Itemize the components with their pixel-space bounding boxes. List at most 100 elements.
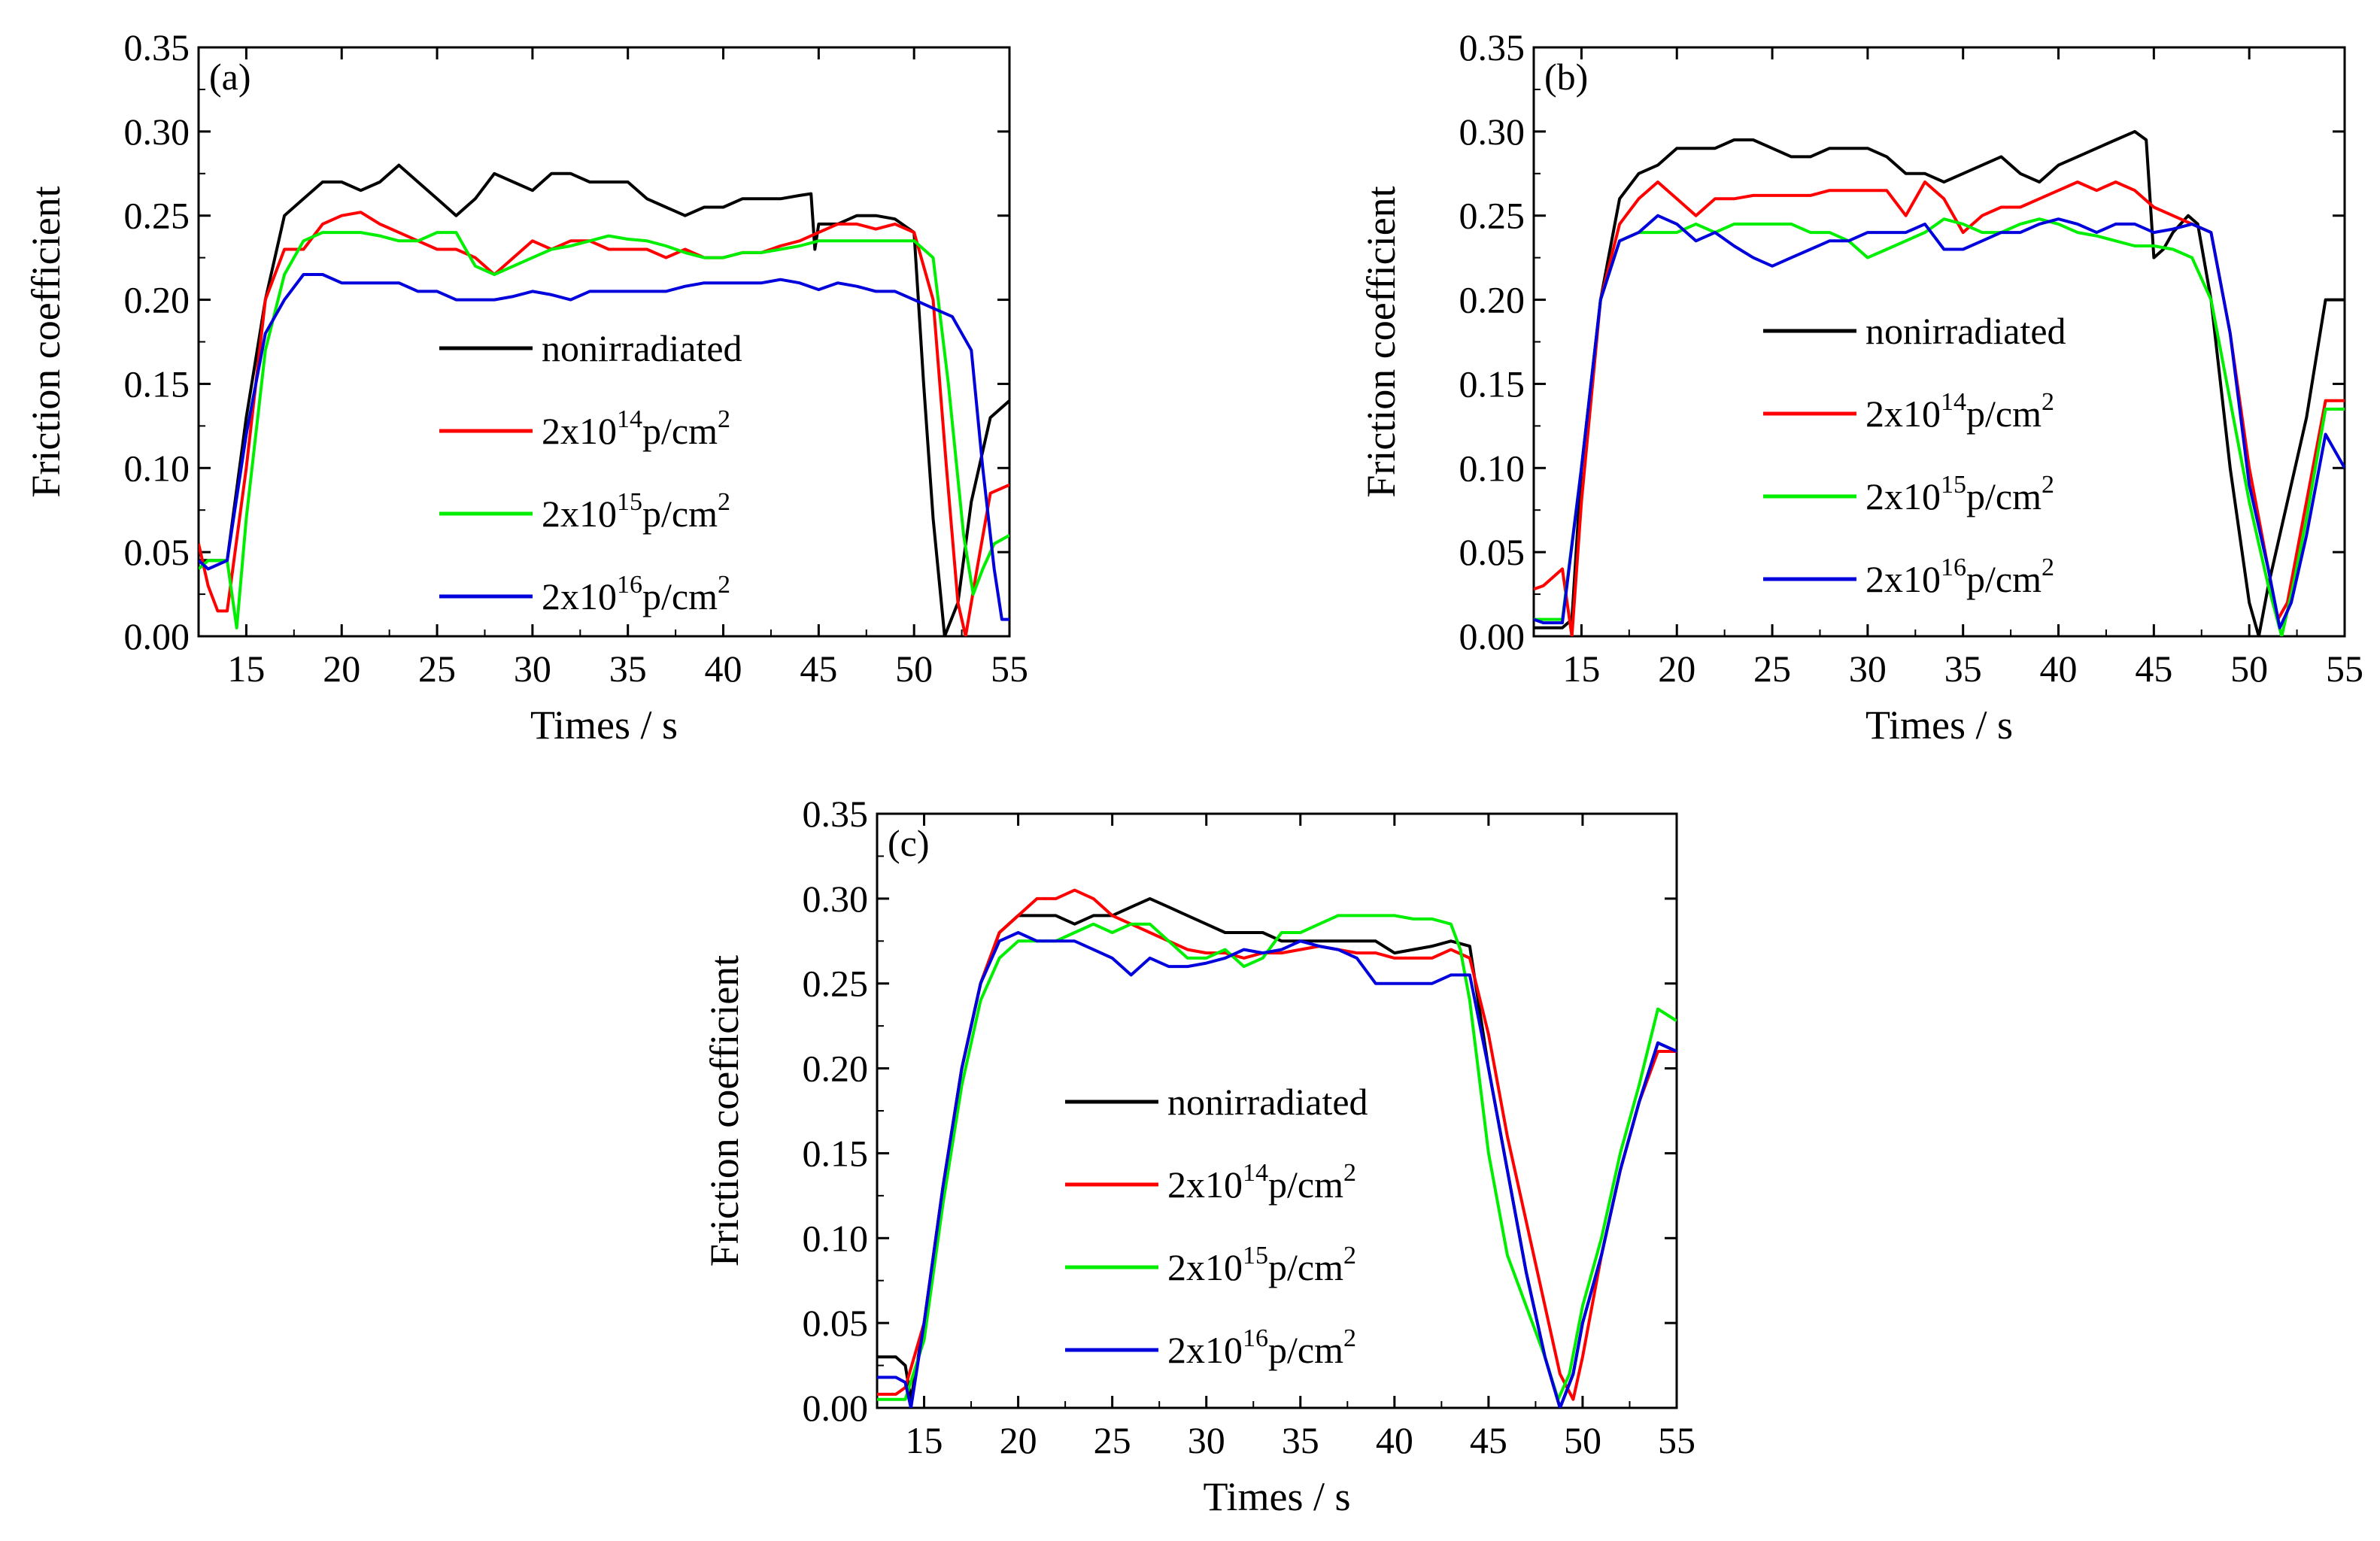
x-tick-label: 25	[1753, 648, 1791, 690]
panel-label: (a)	[209, 56, 251, 98]
legend-label-exponent: 15	[1941, 471, 1966, 499]
series-line-4	[199, 273, 1009, 621]
y-tick-label: 0.25	[803, 963, 869, 1005]
y-tick-label: 0.10	[1459, 447, 1525, 489]
legend-label: 2x1016p/cm2	[1167, 1324, 1356, 1371]
y-tick-label: 0.05	[1459, 531, 1525, 573]
y-tick-label: 0.15	[803, 1132, 869, 1174]
legend-label-unit: p/cm	[642, 493, 718, 535]
legend-label-unit: p/cm	[1966, 475, 2042, 517]
series-group	[877, 888, 1677, 1408]
legend-label-base: 2x10	[1167, 1163, 1243, 1206]
x-tick-label: 45	[1470, 1419, 1507, 1461]
x-axis-title: Times / s	[530, 702, 678, 748]
legend-label: 2x1015p/cm2	[1167, 1242, 1356, 1288]
x-axis-title: Times / s	[1203, 1474, 1350, 1519]
legend-label-unit: p/cm	[1966, 558, 2042, 600]
series-group	[1534, 129, 2345, 636]
y-tick-label: 0.10	[124, 447, 190, 489]
legend-label-base: 2x10	[1167, 1246, 1243, 1288]
chart-panel-1: 15 20 25 30 35 40 45 50 55 0.00 0.05 0.10 0.15 0.20 0.…	[23, 26, 1028, 748]
x-tick-label: 30	[514, 648, 551, 690]
x-tick-label: 25	[1094, 1419, 1131, 1461]
legend-label-unit: p/cm	[642, 575, 718, 617]
x-tick-label: 15	[1562, 648, 1600, 690]
legend-label: 2x1015p/cm2	[1865, 471, 2054, 517]
legend-label: 2x1014p/cm2	[1167, 1159, 1356, 1206]
series-line-4	[877, 931, 1677, 1408]
series-line-1	[199, 163, 1009, 636]
y-tick-label: 0.00	[124, 615, 190, 657]
legend-label-unit: p/cm	[1966, 393, 2042, 435]
y-tick-label: 0.00	[803, 1387, 869, 1429]
legend-label-exponent: 15	[1243, 1242, 1268, 1270]
x-axis-title: Times / s	[1865, 702, 2013, 748]
series-line-3	[1534, 217, 2345, 636]
y-tick-label: 0.20	[1459, 279, 1525, 321]
legend-label-exponent: 15	[617, 488, 642, 516]
legend-label-unit-exponent: 2	[718, 488, 730, 516]
legend-label-unit-exponent: 2	[2042, 388, 2054, 416]
panel-label: (b)	[1544, 56, 1588, 98]
series-line-2	[199, 211, 1009, 636]
series-line-3	[877, 914, 1677, 1401]
legend-label: nonirradiated	[1167, 1081, 1368, 1123]
legend-label-unit: p/cm	[1268, 1163, 1343, 1206]
legend-label-exponent: 16	[1941, 554, 1966, 581]
x-tick-label: 55	[1658, 1419, 1695, 1461]
legend-label-base: 2x10	[542, 575, 617, 617]
x-tick-label: 55	[2326, 648, 2363, 690]
y-tick-label: 0.30	[124, 111, 190, 153]
legend-label-base: 2x10	[1865, 558, 1941, 600]
legend-label-base: nonirradiated	[1865, 310, 2066, 352]
x-tick-label: 30	[1188, 1419, 1225, 1461]
legend-label-base: 2x10	[542, 410, 617, 452]
y-tick-label: 0.20	[803, 1048, 869, 1090]
y-tick-label: 0.00	[1459, 615, 1525, 657]
x-tick-label: 50	[2230, 648, 2268, 690]
x-tick-label: 30	[1849, 648, 1887, 690]
panel-label: (c)	[888, 822, 930, 864]
x-tick-label: 15	[227, 648, 265, 690]
legend-label-unit-exponent: 2	[718, 571, 730, 599]
legend-label-base: 2x10	[1865, 475, 1941, 517]
x-tick-label: 40	[1376, 1419, 1413, 1461]
legend-label-base: nonirradiated	[1167, 1081, 1368, 1123]
legend-label-unit: p/cm	[1268, 1329, 1343, 1371]
legend-label-exponent: 14	[617, 405, 642, 433]
x-tick-label: 40	[2040, 648, 2078, 690]
x-tick-label: 50	[1564, 1419, 1601, 1461]
x-tick-label: 45	[2135, 648, 2172, 690]
y-tick-label: 0.35	[803, 793, 869, 835]
y-tick-label: 0.30	[803, 878, 869, 920]
legend-label-base: 2x10	[1167, 1329, 1243, 1371]
x-tick-label: 20	[1000, 1419, 1037, 1461]
x-tick-label: 50	[895, 648, 933, 690]
legend-label-exponent: 16	[1243, 1324, 1268, 1352]
y-tick-label: 0.10	[803, 1217, 869, 1259]
y-tick-label: 0.30	[1459, 111, 1525, 153]
legend-label-base: 2x10	[542, 493, 617, 535]
y-tick-label: 0.25	[1459, 195, 1525, 237]
x-tick-label: 20	[1658, 648, 1695, 690]
legend-label-unit-exponent: 2	[718, 405, 730, 433]
legend-label-exponent: 14	[1941, 388, 1966, 416]
legend-label-unit: p/cm	[642, 410, 718, 452]
y-axis-title: Friction coefficient	[702, 955, 747, 1266]
y-tick-label: 0.25	[124, 195, 190, 237]
y-tick-label: 0.05	[124, 531, 190, 573]
y-tick-label: 0.05	[803, 1302, 869, 1344]
legend-label-unit-exponent: 2	[1343, 1242, 1356, 1270]
y-axis-title: Friction coefficient	[1358, 186, 1404, 497]
y-tick-label: 0.15	[124, 362, 190, 405]
legend-label-base: nonirradiated	[542, 327, 742, 369]
y-tick-label: 0.15	[1459, 362, 1525, 405]
x-tick-label: 35	[609, 648, 647, 690]
y-tick-label: 0.35	[124, 26, 190, 68]
legend-label-unit-exponent: 2	[1343, 1324, 1356, 1352]
x-tick-label: 15	[906, 1419, 943, 1461]
series-line-4	[1534, 214, 2345, 629]
chart-panel-3: 15 20 25 30 35 40 45 50 55 0.00 0.05 0.10 0.15 0.20 0.…	[702, 793, 1695, 1519]
legend-label: nonirradiated	[1865, 310, 2066, 352]
